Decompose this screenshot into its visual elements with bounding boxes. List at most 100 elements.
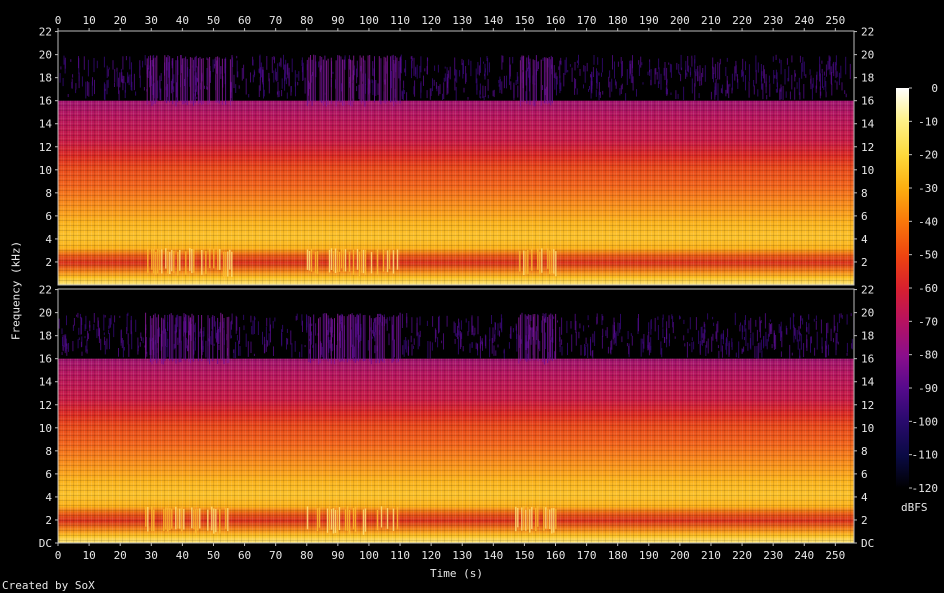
speckle bbox=[663, 67, 665, 76]
speckle bbox=[794, 87, 796, 100]
speckle bbox=[75, 83, 77, 90]
speckle bbox=[160, 88, 162, 101]
activity-blob bbox=[169, 251, 171, 274]
speckle bbox=[798, 77, 800, 96]
activity-streak bbox=[145, 312, 147, 359]
speckle bbox=[666, 80, 668, 96]
speckle bbox=[392, 54, 394, 61]
speckle bbox=[694, 83, 696, 101]
speckle bbox=[806, 321, 807, 332]
speckle bbox=[480, 57, 481, 73]
speckle bbox=[825, 64, 827, 77]
activity-streak bbox=[380, 314, 382, 361]
activity-streak bbox=[534, 314, 536, 361]
speckle bbox=[444, 66, 446, 69]
speckle bbox=[832, 63, 834, 74]
speckle bbox=[560, 82, 562, 91]
speckle bbox=[824, 76, 826, 87]
speckle bbox=[509, 64, 511, 77]
activity-streak bbox=[228, 316, 230, 363]
y-tick-label: 14 bbox=[39, 118, 53, 131]
speckle bbox=[430, 88, 432, 96]
speckle bbox=[453, 321, 455, 333]
speckle bbox=[715, 331, 717, 339]
activity-streak bbox=[330, 317, 332, 364]
speckle bbox=[808, 314, 810, 320]
speckle bbox=[152, 55, 154, 67]
speckle bbox=[742, 72, 744, 77]
speckle bbox=[662, 314, 664, 320]
speckle bbox=[850, 313, 852, 317]
speckle bbox=[278, 62, 280, 67]
speckle bbox=[398, 61, 400, 79]
speckle bbox=[250, 341, 252, 353]
speckle bbox=[757, 89, 759, 97]
speckle bbox=[403, 80, 405, 89]
x-tick-label: 150 bbox=[514, 14, 534, 27]
activity-blob bbox=[382, 249, 385, 272]
speckle bbox=[199, 331, 201, 337]
activity-streak bbox=[180, 316, 182, 363]
speckle bbox=[411, 317, 413, 333]
speckle bbox=[235, 84, 237, 93]
speckle bbox=[591, 81, 593, 86]
activity-streak bbox=[225, 58, 227, 105]
speckle bbox=[301, 60, 303, 66]
speckle bbox=[784, 69, 786, 85]
activity-blob bbox=[537, 248, 539, 270]
speckle bbox=[763, 335, 765, 347]
speckle bbox=[443, 333, 444, 350]
activity-streak bbox=[209, 57, 211, 104]
speckle bbox=[531, 327, 533, 337]
speckle bbox=[827, 322, 829, 334]
speckle bbox=[97, 317, 99, 327]
activity-blob bbox=[362, 249, 365, 274]
speckle bbox=[525, 335, 527, 350]
speckle bbox=[127, 72, 129, 84]
activity-streak bbox=[218, 57, 220, 104]
speckle bbox=[787, 78, 789, 82]
speckle bbox=[578, 331, 580, 339]
speckle bbox=[402, 345, 404, 355]
speckle bbox=[301, 344, 303, 358]
activity-blob bbox=[179, 249, 181, 271]
speckle bbox=[159, 87, 161, 100]
x-tick-label: 30 bbox=[145, 549, 158, 562]
speckle bbox=[574, 62, 576, 71]
speckle bbox=[401, 313, 403, 328]
y-tick-label: 18 bbox=[861, 72, 874, 85]
speckle bbox=[822, 73, 823, 88]
speckle bbox=[339, 314, 341, 324]
speckle bbox=[764, 313, 766, 329]
activity-streak bbox=[521, 312, 523, 359]
speckle bbox=[143, 87, 145, 91]
speckle bbox=[516, 334, 518, 352]
speckle bbox=[233, 349, 235, 358]
speckle bbox=[268, 333, 270, 346]
speckle bbox=[828, 55, 830, 70]
activity-blob bbox=[553, 249, 555, 274]
speckle bbox=[107, 79, 109, 88]
speckle bbox=[435, 82, 437, 89]
speckle bbox=[477, 316, 479, 335]
speckle bbox=[196, 96, 198, 100]
speckle bbox=[694, 71, 696, 87]
speckle bbox=[284, 64, 286, 82]
speckle bbox=[800, 315, 801, 329]
activity-streak bbox=[169, 56, 171, 103]
speckle bbox=[405, 340, 407, 353]
speckle bbox=[329, 318, 331, 333]
speckle bbox=[823, 71, 825, 76]
speckle bbox=[239, 327, 241, 342]
speckle bbox=[252, 59, 254, 66]
activity-streak bbox=[540, 59, 542, 106]
speckle bbox=[757, 62, 759, 73]
activity-blob bbox=[555, 251, 557, 277]
speckle bbox=[630, 60, 632, 76]
speckle bbox=[384, 79, 386, 85]
speckle bbox=[648, 332, 650, 350]
speckle bbox=[678, 64, 680, 74]
speckle bbox=[197, 78, 199, 83]
speckle bbox=[275, 68, 277, 80]
